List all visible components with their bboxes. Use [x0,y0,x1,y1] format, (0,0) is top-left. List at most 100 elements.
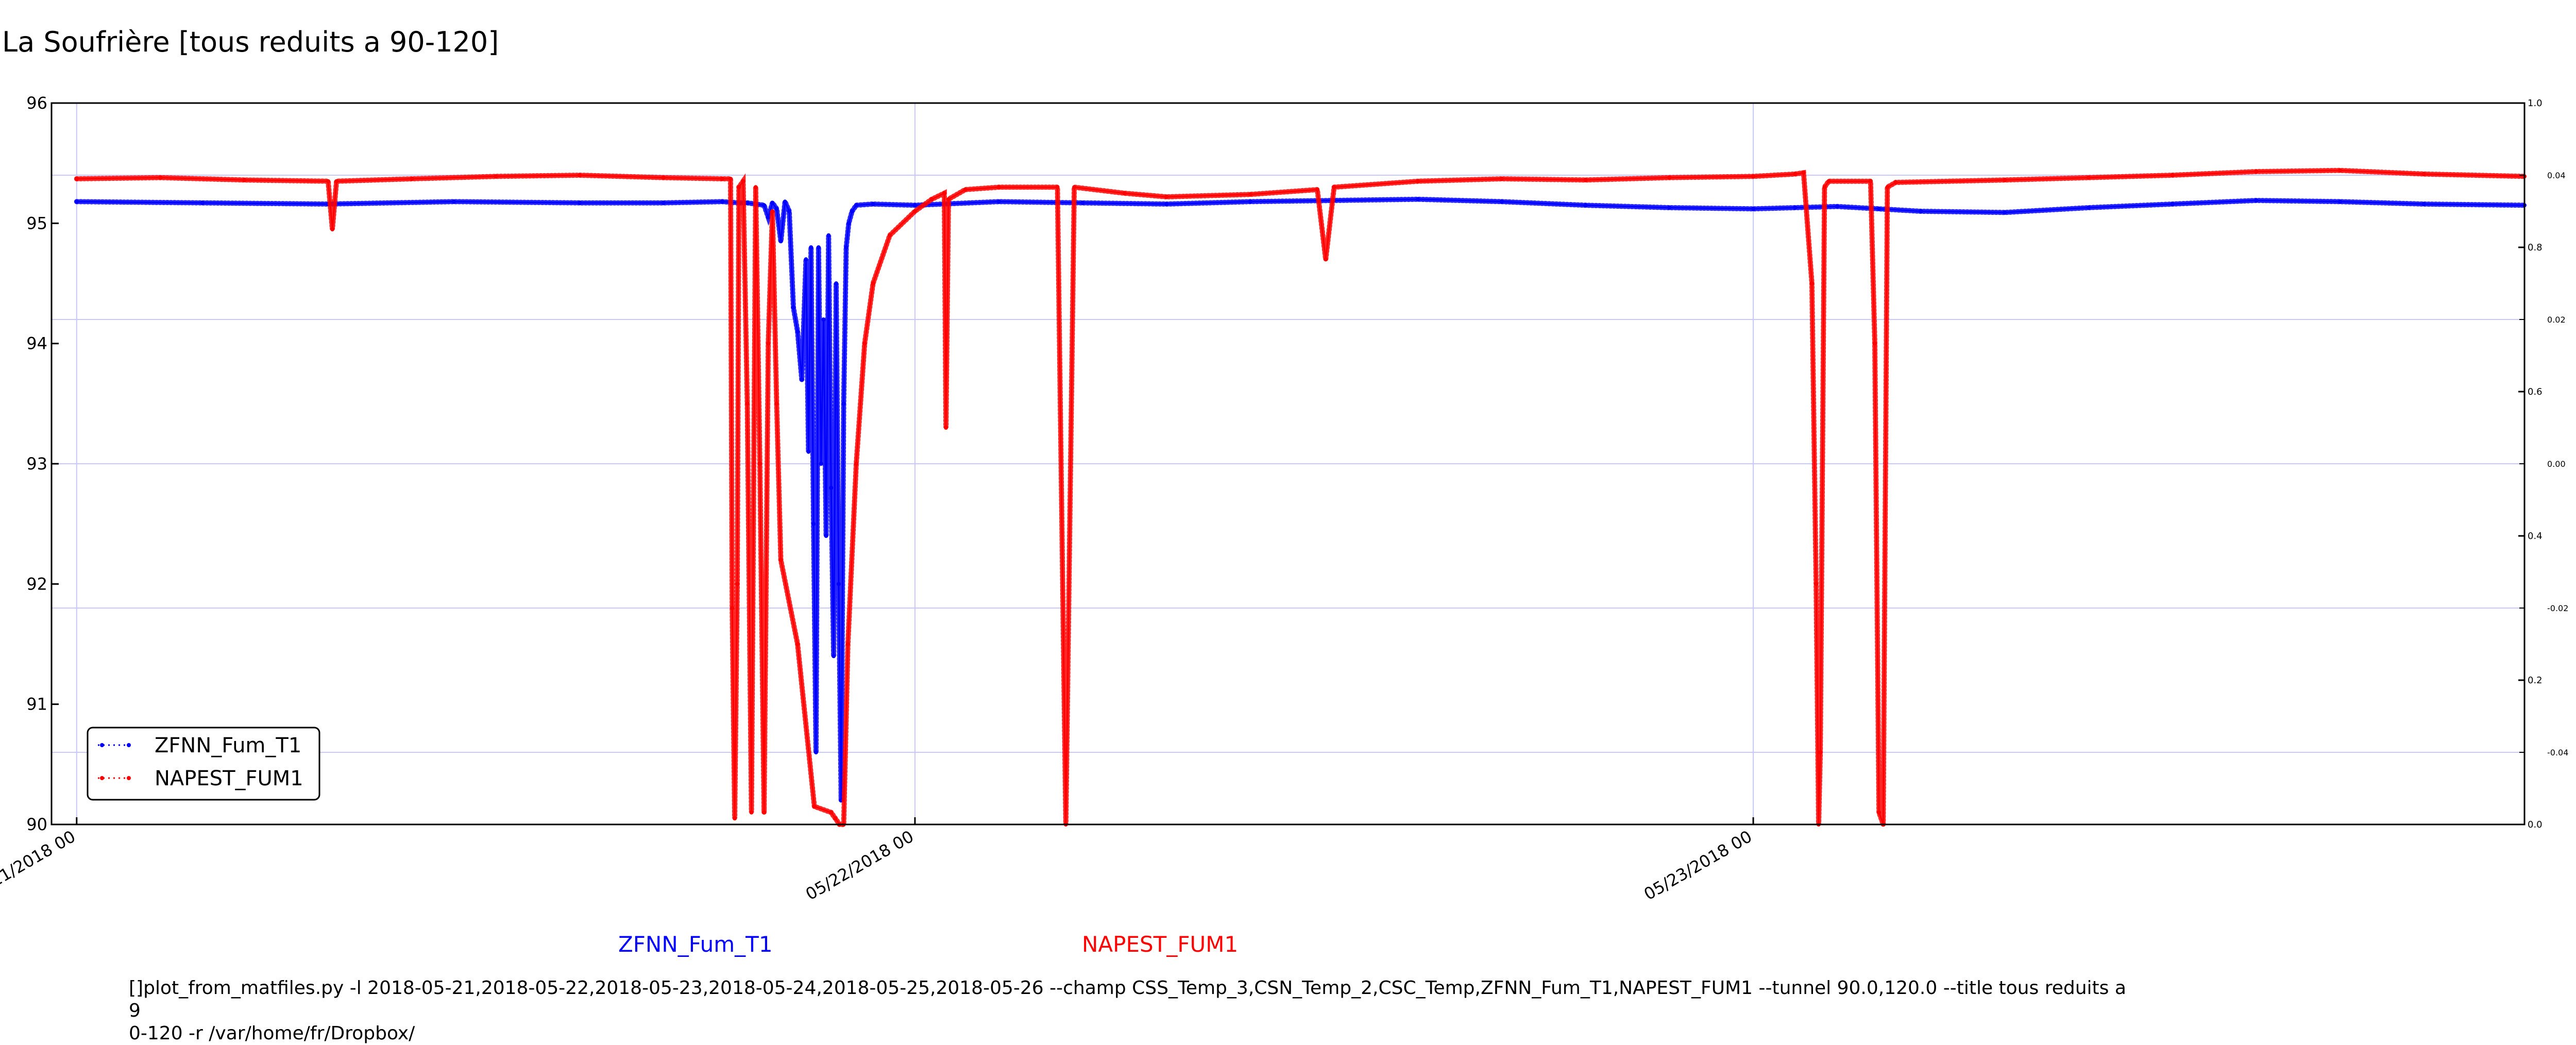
data-point [912,209,917,213]
data-point [1835,204,1839,209]
data-point [74,199,79,204]
data-point [1055,185,1060,190]
data-point [1885,185,1890,190]
data-point [871,281,875,285]
data-point [762,203,767,208]
data-point [494,174,498,179]
data-point [845,642,850,646]
data-point [841,401,846,406]
data-point [1919,209,1923,213]
data-point [1583,178,1588,182]
data-point [912,203,917,208]
legend-marker-dot [127,743,131,747]
data-point [745,401,750,406]
data-point [811,521,816,526]
data-point [1667,206,1672,210]
data-point [774,207,779,211]
data-point [2086,175,2091,180]
legend: ZFNN_Fum_T1 NAPEST_FUM1 [87,727,320,801]
data-point [829,810,834,815]
data-point [334,179,339,183]
data-point [2170,173,2175,177]
data-point [850,209,854,213]
data-point [862,341,867,346]
data-point [762,810,767,815]
data-point [809,245,814,249]
data-point [661,175,666,180]
data-point [1751,207,1756,211]
data-point [330,227,335,231]
data-point [200,200,205,205]
data-point [1332,185,1336,190]
data-point [854,462,858,466]
data-point [778,239,783,244]
data-point [766,215,771,220]
data-point [578,200,582,205]
legend-marker-dot [100,776,104,780]
grid-layer [52,103,2524,824]
right-inner-tick-label: -0.04 [2547,748,2568,757]
data-point [720,199,724,204]
data-point [2338,199,2342,204]
right-tick-label: 0.0 [2528,819,2543,830]
data-point [816,245,821,249]
data-point [728,177,733,181]
right-tick-label: 1.0 [2528,98,2543,109]
data-point [2003,210,2007,215]
legend-entry-napest: NAPEST_FUM1 [98,767,303,790]
data-point [996,185,1001,190]
data-point [730,606,735,610]
right-tick-label: 0.4 [2528,531,2543,542]
x-tick-label: 05/21/2018 00 [0,827,79,904]
series-line [76,170,2525,825]
y-tick-label: 95 [26,213,47,233]
y-tick-label: 91 [26,695,47,714]
legend-box [87,727,320,801]
data-point [1793,172,1798,176]
footer-series-zfnn: ZFNN_Fum_T1 [618,932,773,957]
data-point [1877,810,1882,815]
data-point [795,329,800,334]
data-point [1416,179,1420,183]
data-point [158,175,163,180]
data-point [833,816,838,821]
data-point [804,257,808,262]
legend-marker-dot [100,743,104,747]
data-point [795,642,800,646]
x-axis: 05/21/2018 00 05/22/2018 00 05/23/2018 00 [0,817,1755,904]
right-tick-label: 0.8 [2528,242,2543,253]
data-point [578,173,582,177]
right-inner-tick-label: 0.00 [2547,459,2566,469]
data-point [770,209,775,213]
data-point [1818,750,1823,754]
data-point [787,209,791,213]
data-point [720,177,724,181]
data-point [410,177,414,181]
data-point [944,426,948,430]
data-point [735,582,739,586]
data-point [791,305,795,310]
data-point [1080,200,1085,205]
data-point [774,401,779,406]
data-point [824,534,828,538]
data-point [2421,202,2426,206]
legend-label: NAPEST_FUM1 [155,767,303,790]
data-point [806,449,811,454]
data-point [1416,197,1420,201]
data-point [733,816,737,821]
data-point [996,199,1001,204]
data-point [800,377,804,382]
data-point [826,233,831,238]
series-napest-fum1 [74,167,2527,827]
data-point [829,485,834,490]
data-point [766,341,771,346]
data-point [1248,199,1252,204]
data-point [1499,199,1504,204]
data-point [812,804,817,808]
data-point [2003,178,2007,182]
data-point [783,199,787,204]
data-point [1315,188,1319,192]
data-point [2338,168,2342,173]
data-point [1793,206,1798,210]
